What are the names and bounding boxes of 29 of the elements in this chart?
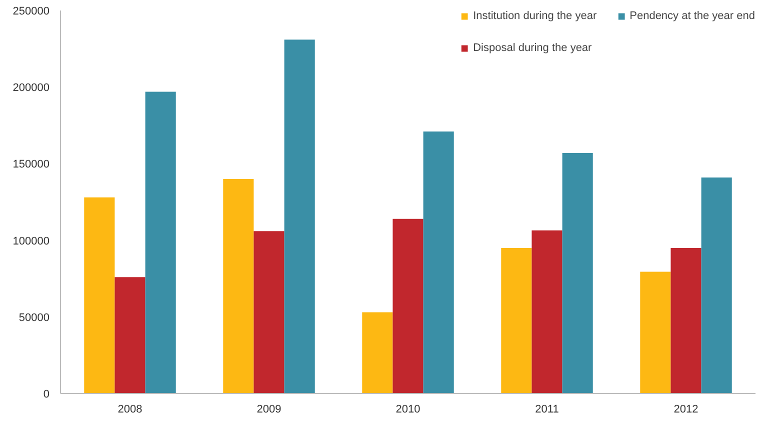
bar (532, 230, 562, 394)
bar (701, 177, 732, 394)
y-tick-label: 150000 (12, 158, 50, 171)
y-tick-label: 250000 (12, 6, 50, 18)
bar (145, 92, 176, 394)
bar (362, 312, 393, 394)
x-tick-label: 2008 (118, 404, 142, 416)
x-tick-label: 2011 (535, 404, 559, 416)
legend-label: Pendency at the year end (630, 10, 755, 22)
bar (254, 231, 284, 394)
y-tick-label: 50000 (18, 312, 50, 324)
y-tick-label: 200000 (12, 82, 50, 94)
bar (223, 179, 254, 394)
x-tick-label: 2010 (396, 404, 420, 416)
bar (423, 132, 454, 394)
y-tick-label: 100000 (12, 235, 50, 248)
bar (114, 277, 146, 394)
bar (392, 218, 424, 394)
bar (84, 197, 115, 394)
bar (640, 272, 671, 394)
bar (501, 248, 532, 394)
x-tick-label: 2012 (674, 404, 698, 416)
legend-label: Institution during the year (473, 10, 597, 22)
legend-label: Disposal during the year (473, 42, 592, 54)
bar (670, 248, 702, 394)
bar (284, 40, 315, 394)
y-tick-label: 0 (43, 388, 50, 400)
x-tick-label: 2009 (256, 404, 282, 416)
bar (562, 152, 593, 394)
